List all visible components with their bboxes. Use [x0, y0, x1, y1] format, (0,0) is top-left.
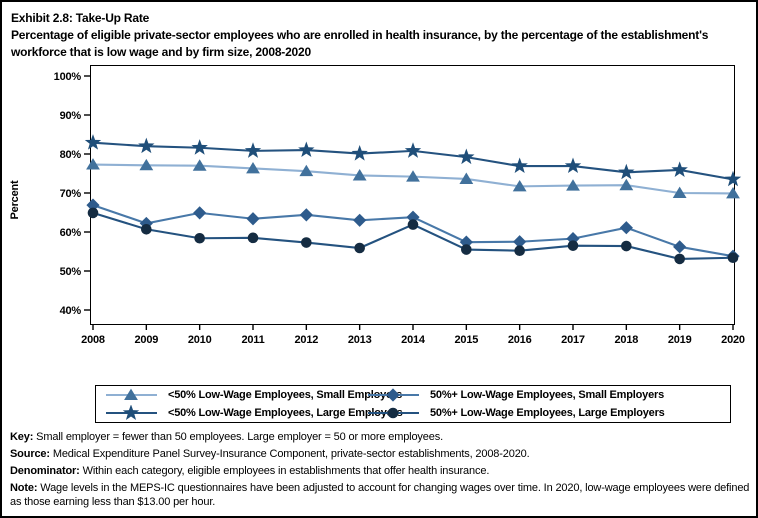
footnote-denominator: Denominator: Within each category, eligi… — [10, 465, 490, 477]
svg-text:2020: 2020 — [721, 334, 745, 346]
legend-label: <50% Low-Wage Employees, Large Employers — [168, 407, 403, 419]
svg-text:2019: 2019 — [668, 334, 692, 346]
svg-text:2015: 2015 — [454, 334, 478, 346]
svg-text:2016: 2016 — [508, 334, 532, 346]
footnote-note: Note: Wage levels in the MEPS-IC questio… — [10, 482, 750, 508]
line-chart: 40% 50% 60% 70% 80% 90% 100% Percent 2008 2009 201… — [9, 65, 745, 346]
svg-text:70%: 70% — [60, 188, 82, 200]
svg-text:90%: 90% — [60, 110, 82, 122]
svg-text:60%: 60% — [60, 227, 82, 239]
triangle-marker-icon — [106, 388, 157, 400]
footnote-source: Source: Medical Expenditure Panel Survey… — [10, 448, 530, 460]
svg-text:2008: 2008 — [81, 334, 105, 346]
chart-legend: <50% Low-Wage Employees, Small Employers… — [95, 385, 731, 423]
legend-item-lt50-small: <50% Low-Wage Employees, Small Employers — [104, 387, 402, 404]
svg-text:Percent: Percent — [9, 180, 21, 219]
legend-label: 50%+ Low-Wage Employees, Small Employers — [430, 389, 664, 401]
chart-subtitle: Percentage of eligible private-sector em… — [11, 28, 709, 59]
svg-text:2010: 2010 — [188, 334, 212, 346]
svg-text:2018: 2018 — [614, 334, 638, 346]
legend-item-lt50-large: <50% Low-Wage Employees, Large Employers — [104, 405, 403, 422]
circle-marker-icon — [368, 407, 419, 419]
legend-label: <50% Low-Wage Employees, Small Employers — [168, 389, 402, 401]
svg-text:2014: 2014 — [401, 334, 426, 346]
svg-text:2013: 2013 — [348, 334, 372, 346]
svg-text:50%: 50% — [60, 266, 82, 278]
svg-text:2009: 2009 — [134, 334, 158, 346]
footnote-key: Key: Small employer = fewer than 50 empl… — [10, 431, 443, 443]
svg-text:2012: 2012 — [294, 334, 318, 346]
svg-text:2011: 2011 — [241, 334, 264, 346]
svg-text:80%: 80% — [60, 149, 82, 161]
title-block: Exhibit 2.8: Take-Up Rate Percentage of … — [11, 10, 753, 61]
legend-item-50plus-small: 50%+ Low-Wage Employees, Small Employers — [366, 387, 730, 404]
exhibit-title: Exhibit 2.8: Take-Up Rate — [11, 11, 150, 25]
svg-text:100%: 100% — [54, 71, 82, 83]
diamond-marker-icon — [368, 388, 419, 402]
svg-text:2017: 2017 — [561, 334, 585, 346]
svg-text:40%: 40% — [60, 305, 82, 317]
star-marker-icon — [106, 405, 157, 420]
legend-item-50plus-large: 50%+ Low-Wage Employees, Large Employers — [366, 405, 730, 422]
footnotes: Key: Small employer = fewer than 50 empl… — [10, 431, 754, 513]
legend-label: 50%+ Low-Wage Employees, Large Employers — [430, 407, 665, 419]
